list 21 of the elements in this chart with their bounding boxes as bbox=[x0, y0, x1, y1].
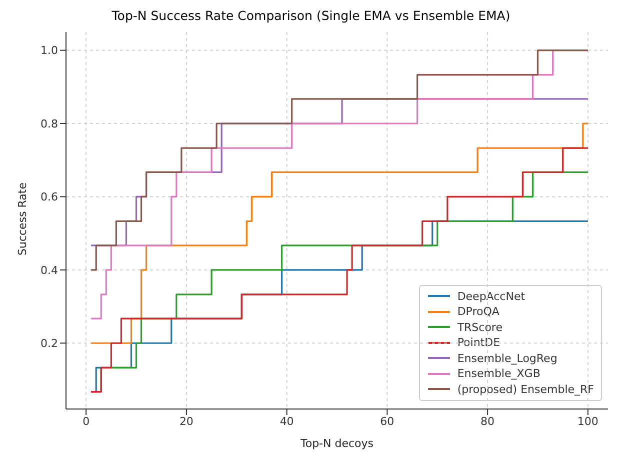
y-tick-label: 0.2 bbox=[40, 337, 58, 350]
legend-label: DeepAccNet bbox=[457, 288, 526, 304]
chart-title: Top-N Success Rate Comparison (Single EMA vs Ensemble EMA) bbox=[110, 8, 512, 25]
x-tick-label: 40 bbox=[280, 414, 294, 428]
legend-label: Ensemble_XGB bbox=[457, 366, 540, 382]
x-tick-label: 20 bbox=[179, 414, 194, 428]
x-tick-label: 60 bbox=[380, 414, 394, 428]
legend-label: DProQA bbox=[457, 304, 500, 320]
legend-label: (proposed) Ensemble_RF bbox=[457, 382, 594, 397]
x-axis-title: Top-N decoys bbox=[299, 437, 374, 450]
x-tick-label: 100 bbox=[577, 414, 598, 428]
x-tick-label: 0 bbox=[82, 414, 90, 428]
y-tick-label: 0.6 bbox=[40, 190, 58, 204]
legend-label: PointDE bbox=[457, 335, 500, 350]
legend-label: Ensemble_LogReg bbox=[457, 350, 558, 366]
y-tick-label: 1.0 bbox=[40, 44, 58, 58]
y-axis-title: Success Rate bbox=[16, 182, 29, 256]
y-tick-label: 0.4 bbox=[40, 264, 58, 277]
y-tick-label: 0.8 bbox=[40, 117, 58, 130]
legend-label: TRScore bbox=[457, 320, 502, 335]
x-tick-label: 80 bbox=[480, 414, 495, 428]
